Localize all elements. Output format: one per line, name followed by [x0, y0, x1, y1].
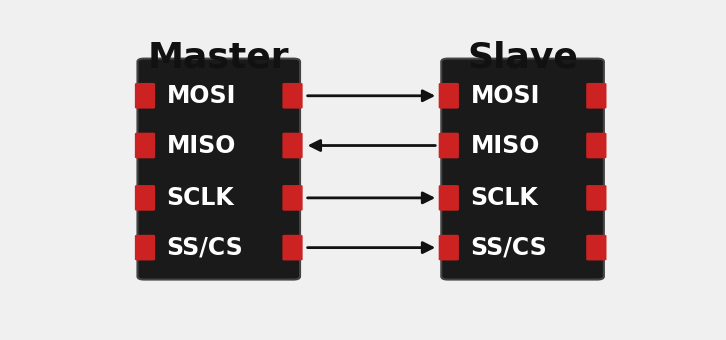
FancyBboxPatch shape: [439, 133, 459, 158]
Bar: [288, 239, 301, 256]
FancyBboxPatch shape: [135, 83, 155, 108]
FancyBboxPatch shape: [135, 235, 155, 260]
FancyBboxPatch shape: [439, 235, 459, 260]
FancyBboxPatch shape: [282, 133, 303, 158]
Bar: [136, 239, 149, 256]
FancyBboxPatch shape: [282, 185, 303, 211]
FancyBboxPatch shape: [282, 235, 303, 260]
Bar: [592, 87, 605, 104]
Text: MOSI: MOSI: [167, 84, 236, 108]
FancyBboxPatch shape: [586, 235, 606, 260]
Bar: [441, 239, 453, 256]
Bar: [136, 137, 149, 154]
Bar: [441, 87, 453, 104]
Text: Master: Master: [148, 41, 290, 75]
FancyBboxPatch shape: [586, 133, 606, 158]
Bar: [441, 189, 453, 206]
Text: SS/CS: SS/CS: [167, 236, 243, 260]
Text: SCLK: SCLK: [167, 186, 234, 210]
FancyBboxPatch shape: [586, 83, 606, 108]
Bar: [592, 137, 605, 154]
FancyBboxPatch shape: [439, 83, 459, 108]
Text: MOSI: MOSI: [470, 84, 540, 108]
Bar: [288, 137, 301, 154]
Text: Slave: Slave: [467, 41, 578, 75]
FancyBboxPatch shape: [135, 133, 155, 158]
FancyBboxPatch shape: [282, 83, 303, 108]
Text: MISO: MISO: [167, 134, 236, 157]
Bar: [136, 189, 149, 206]
Bar: [441, 137, 453, 154]
Bar: [592, 189, 605, 206]
FancyBboxPatch shape: [439, 185, 459, 211]
Bar: [288, 87, 301, 104]
Bar: [592, 239, 605, 256]
FancyBboxPatch shape: [441, 58, 604, 279]
Text: SS/CS: SS/CS: [470, 236, 547, 260]
Text: MISO: MISO: [470, 134, 540, 157]
Bar: [288, 189, 301, 206]
Text: SCLK: SCLK: [470, 186, 538, 210]
Bar: [136, 87, 149, 104]
FancyBboxPatch shape: [135, 185, 155, 211]
FancyBboxPatch shape: [137, 58, 300, 279]
FancyBboxPatch shape: [586, 185, 606, 211]
